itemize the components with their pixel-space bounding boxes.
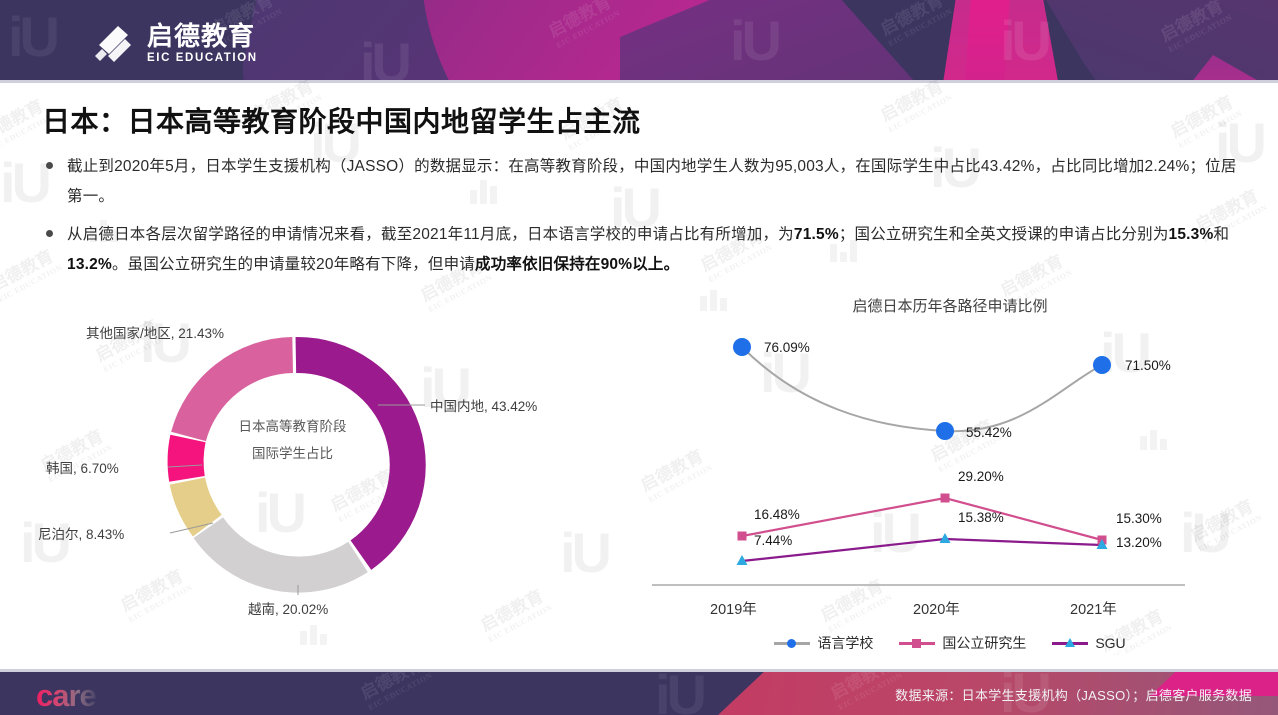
data-point-language-school-2019 [733,338,751,356]
value-label-language-school-2019: 76.09% [764,340,810,355]
line-chart-title: 启德日本历年各路径申请比例 [852,298,1048,315]
slide-header: iU 启德教育 EIC EDUCATION 启德教育 EIC EDUCATION 启… [0,0,1278,80]
x-axis-label-2020: 2020年 [913,602,960,618]
bullet-dot-icon [46,162,53,169]
logo-chinese-name: 启德教育 [147,21,256,52]
data-point-sgu-2019 [736,555,748,565]
legend-label: 语言学校 [817,635,874,651]
donut-leader-line-nepal [169,522,214,534]
data-point-national-research-2019 [737,531,747,541]
care-brand-logo: care [36,678,97,713]
watermark-iu-icon: iU [1000,672,1052,715]
legend-swatch-triangle-icon [1052,637,1089,649]
watermark-iu-icon: iU [8,5,60,68]
footer-divider [0,669,1278,672]
value-label-national-research-2019: 16.48% [754,507,800,522]
legend-item-language-school[interactable]: 语言学校 [774,633,873,653]
bullet-text: 截止到2020年5月，日本学生支援机构（JASSO）的数据显示：在高等教育阶段，… [67,158,1237,205]
legend-label: 国公立研究生 [942,635,1027,651]
line-chart-legend: 语言学校 国公立研究生 SGU [640,633,1260,653]
data-point-sgu-2020 [939,533,951,543]
donut-label-korea: 韩国, 6.70% [46,461,119,476]
line-series-language-school [741,346,1103,433]
legend-item-national-research[interactable]: 国公立研究生 [899,633,1026,653]
donut-chart: 其他国家/地区, 21.43% 韩国, 6.70% 尼泊尔, 8.43% 越南,… [30,295,640,635]
bullet-text: 从启德日本各层次留学路径的申请情况来看，截至2021年11月底，日本语言学校的申… [67,226,1230,273]
line-chart-svg [652,338,1185,586]
data-source-note: 数据来源：日本学生支援机构（JASSO）；启德客户服务数据 [895,688,1252,703]
bullet-dot-icon [46,230,53,237]
logo-text-block: 启德教育 EIC EDUCATION [147,23,258,65]
legend-swatch-circle-icon [774,637,811,649]
data-point-language-school-2020 [936,422,954,440]
data-point-sgu-2021 [1096,539,1108,549]
donut-center-line2: 国际学生占比 [252,446,333,461]
legend-label: SGU [1095,635,1126,651]
donut-label-vietnam: 越南, 20.02% [248,602,329,617]
donut-leader-line-korea [167,464,203,468]
bullet-item: 从启德日本各层次留学路径的申请情况来看，截至2021年11月底，日本语言学校的申… [46,220,1241,280]
legend-item-sgu[interactable]: SGU [1052,635,1126,651]
legend-swatch-square-icon [899,637,936,649]
donut-label-nepal: 尼泊尔, 8.43% [38,527,125,542]
line-series-sgu [741,537,1103,563]
logo-english-name: EIC EDUCATION [147,52,258,65]
x-axis-label-2021: 2021年 [1070,602,1117,618]
donut-label-china: 中国内地, 43.42% [430,399,538,414]
bullet-item: 截止到2020年5月，日本学生支援机构（JASSO）的数据显示：在高等教育阶段，… [46,152,1241,212]
value-label-national-research-2021: 15.30% [1116,511,1162,526]
donut-chart-svg [167,337,426,595]
watermark-iu-icon: iU [655,672,707,715]
watermark-text: 启德教育 EIC EDUCATION [357,672,434,712]
value-label-national-research-2020: 29.20% [958,469,1004,484]
watermark-iu-icon: iU [730,9,782,72]
donut-segment-china [295,337,426,570]
eic-logo: 启德教育 EIC EDUCATION [92,22,258,66]
slide-footer: iU iU 启德教育 EIC EDUCATION 启德教育 EIC EDUCATIO… [0,672,1278,715]
data-point-national-research-2020 [940,493,950,503]
page-title: 日本：日本高等教育阶段中国内地留学生占主流 [42,106,641,137]
footer-decor-shape-2 [1150,672,1278,696]
value-label-language-school-2020: 55.42% [966,425,1012,440]
value-label-sgu-2019: 7.44% [754,533,793,548]
donut-segment-others [171,337,294,442]
eic-swoosh-logo-icon [92,22,136,66]
data-point-language-school-2021 [1093,356,1111,374]
x-axis-label-2019: 2019年 [710,602,757,618]
header-decor-shape-4 [1040,0,1278,80]
watermark-iu-icon: iU [360,31,412,80]
donut-segment-nepal [169,476,223,537]
slide-content: 日本：日本高等教育阶段中国内地留学生占主流 截止到2020年5月，日本学生支援机… [0,80,1278,655]
donut-center-line1: 日本高等教育阶段 [238,419,347,434]
watermark-iu-icon: iU [1000,9,1052,72]
donut-segment-korea [167,434,206,482]
line-chart: 启德日本历年各路径申请比例 [640,295,1260,651]
value-label-sgu-2020: 15.38% [958,510,1004,525]
value-label-language-school-2021: 71.50% [1125,358,1171,373]
watermark-text: 启德教育 EIC EDUCATION [877,0,954,48]
donut-label-others: 其他国家/地区, 21.43% [85,326,225,341]
donut-segment-vietnam [193,516,368,593]
header-divider [0,80,1278,83]
value-label-sgu-2021: 13.20% [1116,535,1162,550]
donut-center-label: 日本高等教育阶段 国际学生占比 [215,413,370,467]
